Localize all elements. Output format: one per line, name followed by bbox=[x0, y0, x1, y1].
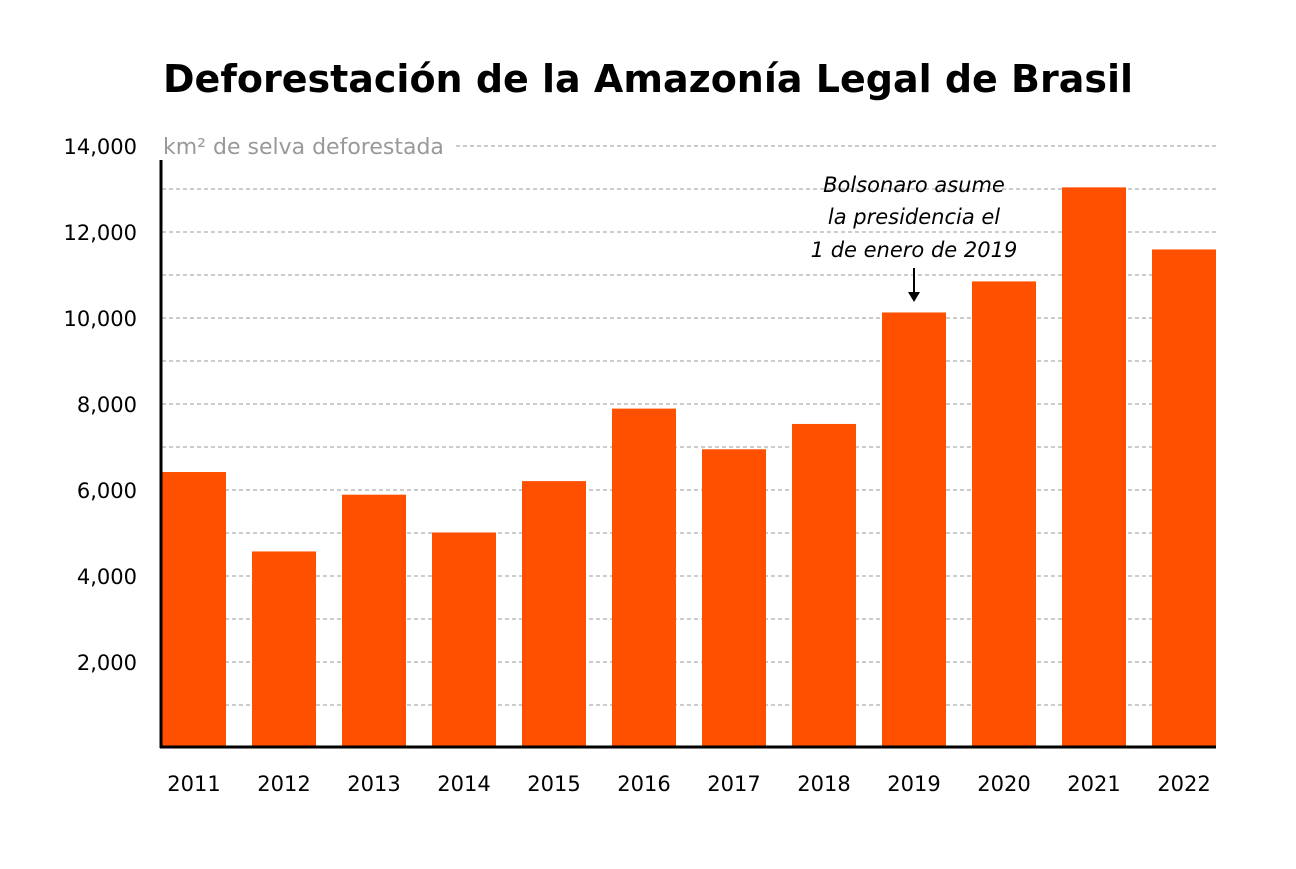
x-tick-label: 2011 bbox=[167, 772, 220, 796]
bar-2011 bbox=[162, 472, 226, 748]
bar-2020 bbox=[972, 281, 1036, 748]
bar-2012 bbox=[252, 551, 316, 748]
bar-2014 bbox=[432, 532, 496, 748]
bar-2019 bbox=[882, 312, 946, 748]
y-tick-label: 4,000 bbox=[77, 565, 137, 589]
y-tick-label: 14,000 bbox=[64, 135, 137, 159]
annotation-line-2: la presidencia el bbox=[828, 205, 1000, 229]
y-tick-label: 12,000 bbox=[64, 221, 137, 245]
y-axis-label: km² de selva deforestada bbox=[163, 135, 444, 160]
x-tick-label: 2015 bbox=[527, 772, 580, 796]
y-tick-label: 10,000 bbox=[64, 307, 137, 331]
x-tick-label: 2017 bbox=[707, 772, 760, 796]
annotation: Bolsonaro asume la presidencia el 1 de e… bbox=[811, 173, 1018, 302]
y-tick-label: 6,000 bbox=[77, 479, 137, 503]
x-tick-label: 2016 bbox=[617, 772, 670, 796]
bar-2021 bbox=[1062, 187, 1126, 749]
x-tick-label: 2012 bbox=[257, 772, 310, 796]
x-axis-ticks: 2011 2012 2013 2014 2015 2016 2017 2018 2019 2020… bbox=[167, 772, 1210, 796]
bar-2022 bbox=[1152, 249, 1216, 748]
unit-label-background bbox=[162, 128, 456, 162]
x-tick-label: 2022 bbox=[1157, 772, 1210, 796]
x-tick-label: 2021 bbox=[1067, 772, 1120, 796]
bar-2017 bbox=[702, 449, 766, 748]
y-tick-label: 8,000 bbox=[77, 393, 137, 417]
bars bbox=[162, 187, 1216, 749]
x-tick-label: 2019 bbox=[887, 772, 940, 796]
gridlines bbox=[162, 145, 1216, 706]
bar-2015 bbox=[522, 481, 586, 748]
x-tick-label: 2014 bbox=[437, 772, 490, 796]
x-tick-label: 2013 bbox=[347, 772, 400, 796]
y-axis-ticks: 2,000 4,000 6,000 8,000 10,000 12,000 14,000 bbox=[64, 135, 137, 675]
annotation-arrowhead bbox=[908, 292, 920, 302]
x-tick-label: 2018 bbox=[797, 772, 850, 796]
x-tick-label: 2020 bbox=[977, 772, 1030, 796]
annotation-line-3: 1 de enero de 2019 bbox=[811, 238, 1018, 262]
bar-2016 bbox=[612, 408, 676, 748]
annotation-line-1: Bolsonaro asume bbox=[823, 173, 1005, 197]
y-tick-label: 2,000 bbox=[77, 651, 137, 675]
chart-title: Deforestación de la Amazonía Legal de Br… bbox=[163, 57, 1133, 101]
bar-2013 bbox=[342, 494, 406, 748]
bar-2018 bbox=[792, 423, 856, 748]
